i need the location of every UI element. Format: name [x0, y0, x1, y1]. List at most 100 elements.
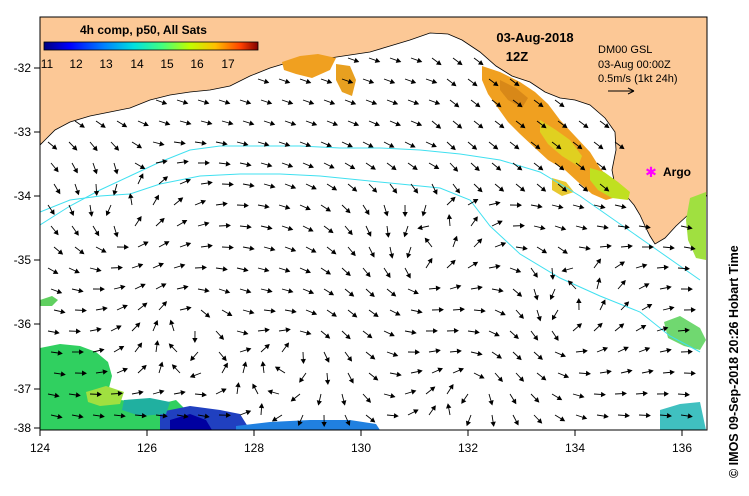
current-arrowhead	[537, 203, 543, 209]
current-arrowhead	[492, 144, 499, 150]
current-arrowhead	[519, 186, 526, 192]
current-arrowhead	[158, 361, 164, 368]
current-arrowhead	[522, 245, 528, 251]
current-arrowhead	[117, 265, 123, 271]
current-arrowhead	[413, 409, 419, 415]
current-arrowhead	[534, 397, 540, 403]
current-arrowhead	[396, 371, 402, 377]
current-arrowhead	[203, 99, 210, 105]
current-arrowhead	[143, 241, 149, 247]
current-arrowhead	[137, 342, 143, 349]
current-arrowhead	[60, 308, 66, 315]
current-arrowhead	[579, 393, 585, 399]
current-arrowhead	[411, 329, 417, 335]
current-arrowhead	[366, 333, 373, 339]
lon-tick-132: 132	[458, 430, 478, 455]
current-arrowhead	[56, 288, 63, 294]
current-arrowhead	[53, 166, 59, 173]
current-arrowhead	[606, 369, 612, 375]
current-arrowhead	[516, 202, 522, 208]
current-arrowhead	[74, 268, 80, 274]
current-arrowhead	[267, 288, 273, 294]
current-arrowhead	[284, 141, 291, 147]
current-arrowhead	[471, 81, 478, 87]
current-arrowhead	[270, 308, 276, 314]
current-arrowhead	[245, 99, 252, 105]
current-arrowhead	[453, 102, 460, 108]
current-arrowhead	[688, 286, 693, 292]
lat-tick-37: -37	[14, 382, 40, 396]
current-arrowhead	[169, 319, 175, 326]
current-arrowhead	[242, 361, 248, 367]
current-arrowhead	[138, 390, 144, 396]
colorbar-tick: 16	[190, 57, 204, 71]
current-arrowhead	[500, 310, 506, 316]
current-arrowhead	[368, 78, 375, 84]
current-arrowhead	[597, 144, 604, 150]
current-arrowhead	[235, 382, 241, 388]
current-arrowhead	[390, 393, 396, 399]
current-arrowhead	[410, 78, 417, 84]
current-arrowhead	[308, 289, 315, 295]
current-arrowhead	[57, 350, 63, 356]
current-arrowhead	[413, 187, 419, 194]
current-arrowhead	[162, 159, 168, 165]
lat-tick-38: -38	[14, 421, 40, 435]
current-arrowhead	[159, 217, 165, 224]
current-arrowhead	[642, 390, 648, 397]
current-arrowhead	[435, 123, 442, 129]
current-arrowhead	[316, 400, 322, 406]
current-arrowhead	[73, 167, 78, 174]
current-arrowhead	[305, 142, 312, 148]
current-arrowhead	[532, 272, 538, 278]
current-arrowhead	[93, 190, 100, 196]
current-arrowhead	[412, 164, 418, 170]
current-arrowhead	[122, 367, 128, 373]
current-arrowhead	[603, 224, 609, 230]
current-arrowhead	[560, 352, 566, 358]
current-arrowhead	[455, 284, 462, 290]
current-arrowhead	[476, 238, 483, 244]
current-arrowhead	[177, 197, 184, 203]
current-arrowhead	[603, 123, 610, 129]
current-arrowhead	[383, 210, 389, 217]
current-arrowhead	[459, 306, 465, 313]
current-arrowhead	[540, 186, 547, 192]
current-arrowhead	[348, 378, 354, 384]
current-arrowhead	[284, 78, 291, 84]
current-arrowhead	[627, 243, 633, 250]
current-arrowhead	[351, 312, 358, 318]
current-arrowhead	[204, 413, 210, 419]
current-arrowhead	[225, 412, 231, 418]
current-arrowhead	[495, 200, 501, 207]
current-arrowhead	[690, 245, 696, 251]
current-arrowhead	[269, 120, 276, 126]
current-arrowhead	[99, 413, 105, 419]
current-arrowhead	[395, 310, 401, 316]
current-arrowhead	[245, 410, 252, 416]
current-arrowhead	[558, 165, 565, 171]
current-arrowhead	[450, 259, 456, 266]
argo-label: Argo	[663, 165, 691, 179]
current-arrowhead	[266, 162, 273, 168]
current-arrowhead	[537, 165, 544, 171]
current-arrowhead	[558, 204, 564, 210]
current-arrowhead	[488, 399, 494, 406]
current-arrowhead	[308, 226, 314, 232]
current-arrowhead	[345, 207, 351, 214]
current-arrowhead	[372, 375, 379, 381]
lat-tick-36: -36	[14, 317, 40, 331]
current-arrowhead	[687, 349, 693, 355]
current-arrowhead	[186, 120, 192, 126]
current-arrowhead	[329, 99, 336, 105]
current-arrowhead	[645, 224, 651, 230]
velocity-legend: DM00 GSL 03-Aug 00:00Z 0.5m/s (1kt 24h)	[598, 44, 677, 95]
current-arrowhead	[228, 120, 234, 126]
current-arrowhead	[480, 307, 486, 314]
current-arrowhead	[621, 390, 627, 397]
current-arrowhead	[118, 345, 125, 351]
current-arrowhead	[435, 285, 441, 292]
colorbar-tick: 15	[160, 57, 174, 71]
current-arrowhead	[433, 328, 438, 334]
current-arrowhead	[540, 225, 546, 231]
